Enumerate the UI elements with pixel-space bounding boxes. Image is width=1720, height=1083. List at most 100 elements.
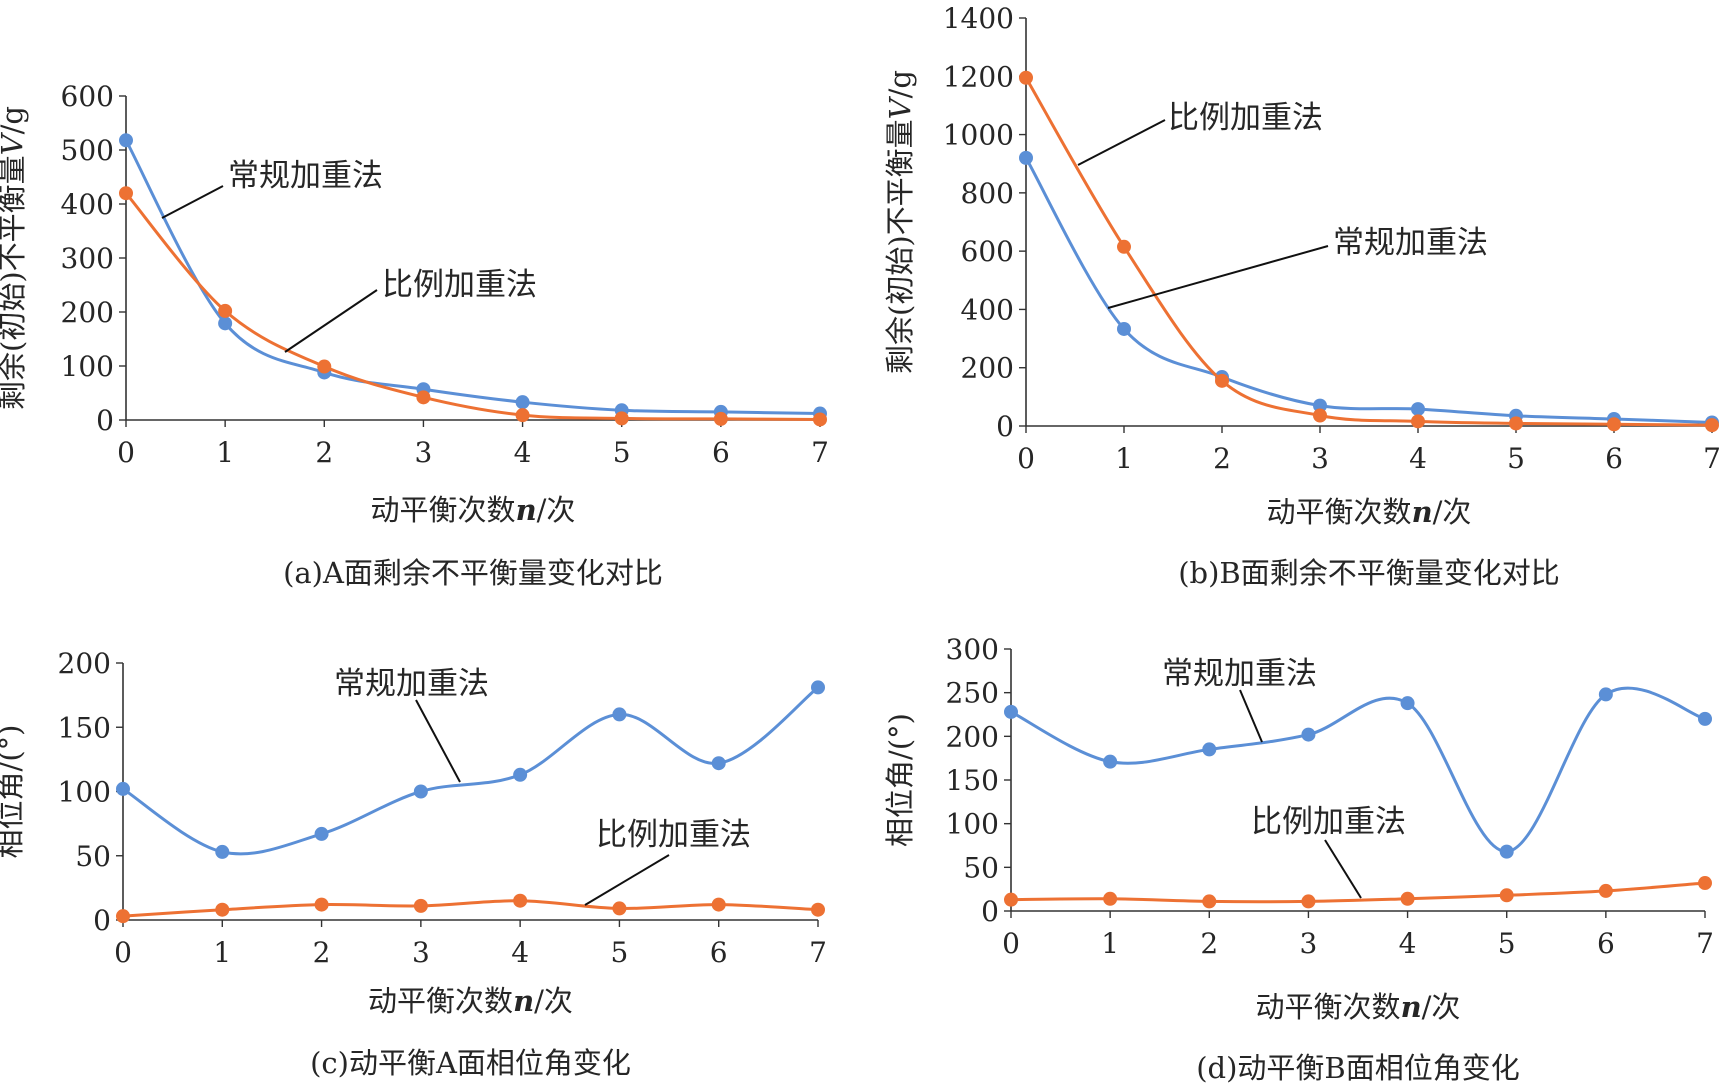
data-point-proportional — [215, 902, 230, 917]
data-point-conventional — [1117, 321, 1131, 336]
y-tick-label: 1200 — [943, 60, 1014, 93]
data-point-proportional — [1598, 883, 1613, 898]
series-annotation-label: 常规加重法 — [1333, 225, 1488, 261]
x-tick-label: 3 — [415, 436, 433, 469]
data-point-proportional — [713, 411, 728, 426]
x-tick-label: 1 — [216, 436, 234, 469]
series-line-conventional — [124, 139, 821, 416]
chart-panel-b: 0 200 400 600 800 1000 1200 1400 0 1 2 3 4 5 6 7 比例加重法常规… — [883, 2, 1720, 590]
y-axis-title: 剩余(初始)不平衡量V/g — [883, 70, 917, 374]
data-point-conventional — [314, 826, 329, 841]
x-tick-label: 4 — [1399, 927, 1417, 960]
x-tick-label: 5 — [1498, 927, 1516, 960]
annotation-leader-line — [415, 699, 461, 783]
x-tick-label: 3 — [412, 936, 430, 969]
data-point-proportional — [1400, 891, 1415, 906]
data-point-proportional — [1705, 418, 1719, 433]
x-tick-label: 0 — [1017, 442, 1035, 475]
data-point-conventional — [811, 680, 825, 695]
y-tick-label: 200 — [58, 647, 111, 680]
data-point-conventional — [1301, 727, 1316, 742]
data-point-conventional — [1400, 696, 1415, 711]
x-tick-label: 7 — [811, 436, 829, 469]
data-point-conventional — [119, 133, 133, 148]
data-point-proportional — [513, 893, 528, 908]
data-point-proportional — [1103, 891, 1118, 906]
annotation-leader-line — [1077, 119, 1166, 166]
series-annotation-label: 常规加重法 — [1162, 656, 1317, 692]
y-tick-label: 150 — [946, 764, 999, 797]
data-point-proportional — [1698, 876, 1712, 891]
x-axis-title: 动平衡次数n/次 — [371, 493, 576, 527]
data-point-proportional — [116, 909, 130, 924]
y-tick-label: 200 — [961, 352, 1014, 385]
x-tick-label: 6 — [712, 436, 730, 469]
x-tick-label: 6 — [710, 936, 728, 969]
series-line-proportional — [1010, 881, 1706, 904]
x-tick-label: 7 — [809, 936, 827, 969]
y-tick-label: 600 — [961, 235, 1014, 268]
y-tick-label: 200 — [946, 720, 999, 753]
x-tick-label: 2 — [1213, 442, 1231, 475]
data-point-conventional — [116, 781, 130, 796]
panel-caption: (c)动平衡A面相位角变化 — [310, 1046, 631, 1080]
data-point-conventional — [1004, 704, 1018, 719]
x-tick-label: 2 — [1200, 927, 1218, 960]
data-point-proportional — [515, 408, 530, 423]
y-tick-label: 100 — [61, 350, 114, 383]
data-point-proportional — [1117, 239, 1131, 254]
annotation-leader-line — [284, 289, 378, 353]
y-tick-label: 0 — [996, 410, 1014, 443]
data-point-proportional — [416, 390, 431, 405]
data-point-conventional — [1411, 402, 1425, 417]
y-tick-label: 1400 — [943, 2, 1014, 35]
x-tick-label: 1 — [213, 936, 231, 969]
data-point-proportional — [1509, 416, 1523, 431]
annotation-leader-line — [1239, 689, 1263, 743]
y-tick-label: 200 — [61, 296, 114, 329]
x-tick-label: 5 — [613, 436, 631, 469]
data-point-conventional — [413, 784, 428, 799]
x-tick-label: 2 — [315, 436, 333, 469]
data-point-proportional — [1004, 892, 1018, 907]
series-annotation-label: 比例加重法 — [1168, 100, 1323, 136]
data-point-proportional — [813, 412, 827, 427]
x-tick-label: 6 — [1605, 442, 1623, 475]
x-axis-title: 动平衡次数n/次 — [368, 984, 573, 1018]
x-tick-label: 5 — [1507, 442, 1525, 475]
x-tick-label: 0 — [117, 436, 135, 469]
y-tick-label: 800 — [961, 177, 1014, 210]
chart-panel-d: 0 50 100 150 200 250 300 0 1 2 3 4 5 6 7 常规加重法比例加重法动平衡次… — [883, 633, 1714, 1083]
y-tick-label: 100 — [946, 808, 999, 841]
data-point-proportional — [811, 902, 825, 917]
annotation-leader-line — [584, 854, 670, 906]
x-tick-label: 3 — [1311, 442, 1329, 475]
data-point-proportional — [413, 898, 428, 913]
data-point-proportional — [1301, 894, 1316, 909]
y-tick-label: 150 — [58, 711, 111, 744]
series-line-proportional — [122, 899, 819, 918]
y-tick-label: 1000 — [943, 119, 1014, 152]
y-tick-label: 500 — [61, 134, 114, 167]
data-point-conventional — [1598, 687, 1613, 702]
data-point-conventional — [612, 707, 627, 722]
x-axis-title: 动平衡次数n/次 — [1256, 990, 1461, 1024]
panel-caption: (d)动平衡B面相位角变化 — [1196, 1051, 1520, 1083]
y-tick-label: 250 — [946, 677, 999, 710]
x-tick-label: 1 — [1101, 927, 1119, 960]
data-point-proportional — [314, 897, 329, 912]
series-line-conventional — [1024, 157, 1713, 424]
series-line-conventional — [1010, 686, 1706, 854]
x-tick-label: 1 — [1115, 442, 1133, 475]
y-axis-title: 剩余(初始)不平衡量V/g — [0, 106, 29, 410]
series-annotation-label: 比例加重法 — [1251, 804, 1406, 840]
data-point-proportional — [1019, 70, 1033, 85]
data-point-proportional — [317, 359, 332, 374]
series-annotation-label: 比例加重法 — [596, 817, 751, 853]
y-tick-label: 50 — [75, 840, 111, 873]
annotation-leader-line — [1107, 245, 1329, 309]
data-point-proportional — [1313, 408, 1327, 423]
data-point-conventional — [1499, 844, 1514, 859]
x-tick-label: 4 — [1409, 442, 1427, 475]
